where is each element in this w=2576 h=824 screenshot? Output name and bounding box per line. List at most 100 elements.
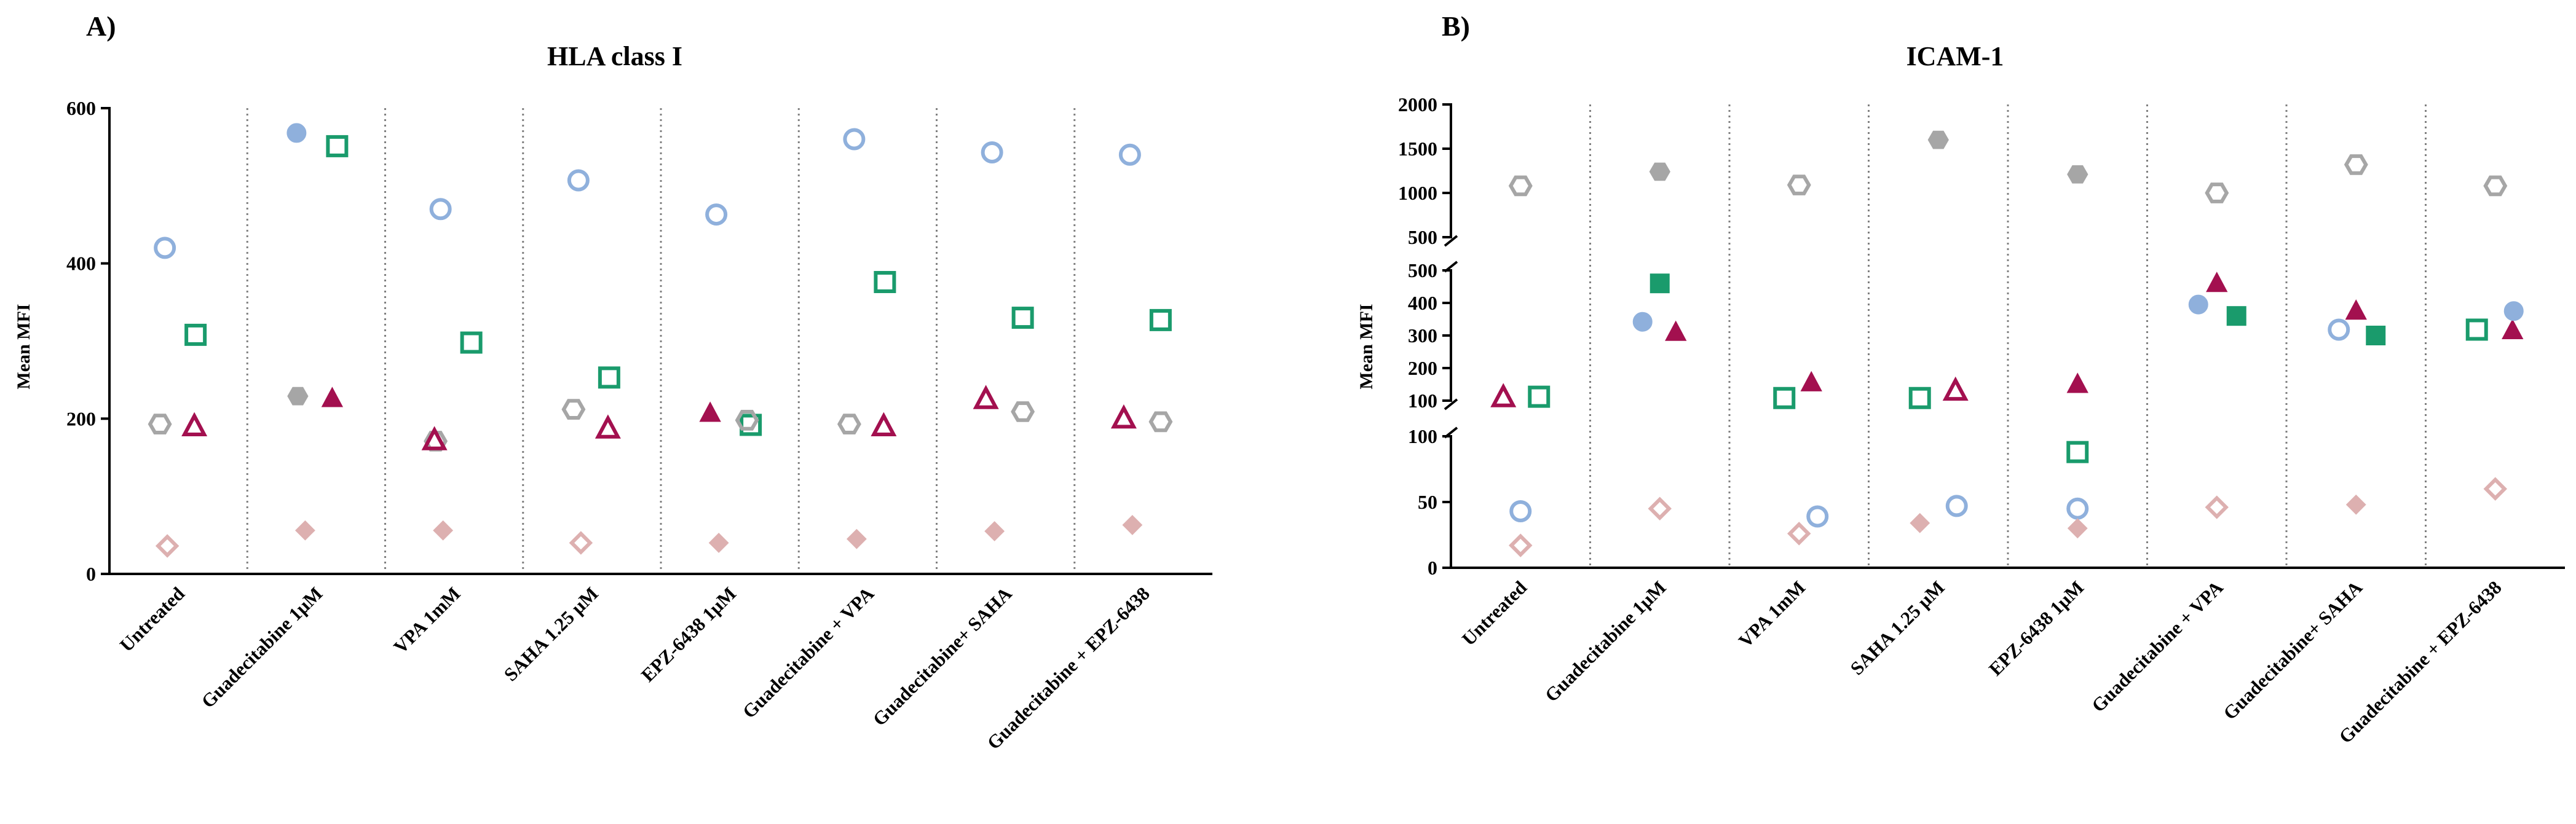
y-tick-label: 100 (1408, 425, 1437, 447)
hexagon-point (2205, 182, 2229, 203)
diamond-point (984, 521, 1005, 541)
panel-b-y-axis-label: Mean MFI (1356, 304, 1377, 389)
y-tick-label: 100 (1408, 390, 1437, 412)
triangle-point (1800, 371, 1822, 391)
square-point (2366, 326, 2386, 345)
diamond-point (1910, 512, 1930, 533)
x-tick-label: Guadecitabine + VPA (2087, 576, 2227, 716)
hexagon-point (561, 399, 586, 420)
axis-break-mark (1444, 398, 1458, 410)
hexagon-point (287, 386, 309, 406)
x-tick-label: VPA 1mM (1734, 576, 1809, 651)
hexagon-point (837, 414, 861, 434)
triangle-point (2502, 318, 2524, 340)
hexagon-point (148, 414, 172, 434)
y-tick-label: 500 (1408, 226, 1437, 248)
square-point (460, 331, 483, 354)
y-tick-label: 400 (1408, 292, 1437, 314)
circle-point (705, 203, 728, 226)
square-point (1011, 307, 1034, 329)
circle-point (1806, 505, 1829, 528)
triangle-point (2066, 372, 2088, 393)
panel-b-title: ICAM-1 (1906, 41, 2004, 71)
triangle-point (871, 412, 897, 436)
x-tick-label: SAHA 1.25 µM (1846, 576, 1949, 679)
circle-point (429, 198, 452, 221)
panel-b-x-tick-labels: Untreated Guadecitabine 1µM VPA 1mM SAHA 1.… (1458, 576, 2506, 748)
square-point (874, 270, 896, 293)
panel-b-label: B) (1442, 10, 1470, 42)
triangle-point (699, 401, 721, 422)
triangle-point (2345, 299, 2367, 320)
panel-a-separators (246, 108, 1076, 574)
panel-b-data-points (1490, 130, 2524, 557)
circle-point (154, 237, 176, 259)
diamond-point (2483, 477, 2507, 501)
x-tick-label: Guadecitabine + EPZ-6438 (982, 583, 1153, 753)
square-point (184, 323, 207, 346)
square-point (1149, 308, 1172, 331)
y-tick-label: 300 (1408, 324, 1437, 347)
square-point (1908, 386, 1931, 409)
x-tick-label: EPZ-6438 1µM (637, 583, 740, 686)
triangle-point (1665, 320, 1687, 341)
circle-point (2188, 294, 2208, 315)
x-tick-label: EPZ-6438 1µM (1985, 576, 2088, 680)
x-tick-label: SAHA 1.25 µM (500, 583, 603, 685)
triangle-point (1490, 383, 1517, 407)
triangle-point (2206, 272, 2228, 292)
x-tick-label: VPA 1mM (389, 583, 464, 657)
circle-point (2503, 301, 2524, 321)
panel-a-y-axis-label: Mean MFI (14, 304, 34, 389)
panel-a-x-tick-labels: Untreated Guadecitabine 1µM VPA 1mM SAHA 1.… (116, 583, 1154, 754)
circle-point (843, 128, 866, 151)
x-tick-label: Guadecitabine 1µM (1541, 576, 1670, 706)
diamond-point (1787, 522, 1811, 546)
y-tick-label: 0 (86, 563, 96, 585)
square-point (326, 135, 349, 157)
circle-point (567, 169, 590, 192)
y-tick-label: 2000 (1398, 93, 1437, 116)
square-point (2465, 318, 2488, 341)
square-point (1528, 385, 1551, 408)
circle-point (1509, 500, 1532, 522)
square-point (2066, 441, 2089, 463)
diamond-point (1648, 496, 1672, 520)
y-tick-label: 500 (1408, 259, 1437, 281)
square-point (1773, 386, 1796, 409)
diamond-point (2067, 518, 2088, 539)
circle-point (1632, 312, 1653, 332)
hexagon-point (1148, 411, 1173, 433)
triangle-point (1942, 376, 1969, 401)
diamond-point (1122, 514, 1143, 535)
y-tick-label: 200 (66, 407, 96, 430)
circle-point (2328, 318, 2350, 341)
triangle-point (595, 414, 621, 439)
triangle-point (421, 426, 448, 450)
triangle-point (973, 385, 999, 409)
diamond-point (569, 531, 593, 555)
y-tick-label: 0 (1428, 557, 1437, 579)
triangle-point (1110, 404, 1137, 429)
circle-point (1945, 495, 1968, 517)
diamond-point (846, 528, 867, 549)
panel-b-chart: B) ICAM-1 Mean MFI 0 50 100 100 200 300 400 500… (1356, 10, 2565, 748)
hexagon-point (1927, 130, 1949, 149)
x-tick-label: Untreated (116, 583, 189, 656)
diamond-point (433, 520, 454, 541)
y-tick-label: 1500 (1398, 138, 1437, 160)
circle-point (981, 141, 1003, 164)
hexagon-point (2067, 165, 2088, 184)
diamond-point (294, 520, 315, 541)
circle-point (1118, 143, 1141, 166)
diamond-point (2345, 494, 2366, 515)
panel-a-y-ticks: 0 200 400 600 (66, 97, 109, 585)
hexagon-point (735, 410, 759, 431)
y-tick-label: 50 (1418, 491, 1437, 513)
triangle-point (181, 412, 208, 436)
hexagon-point (2483, 175, 2508, 197)
circle-point (286, 123, 307, 143)
panel-b-separators (1589, 104, 2427, 568)
hexagon-point (2344, 154, 2368, 175)
